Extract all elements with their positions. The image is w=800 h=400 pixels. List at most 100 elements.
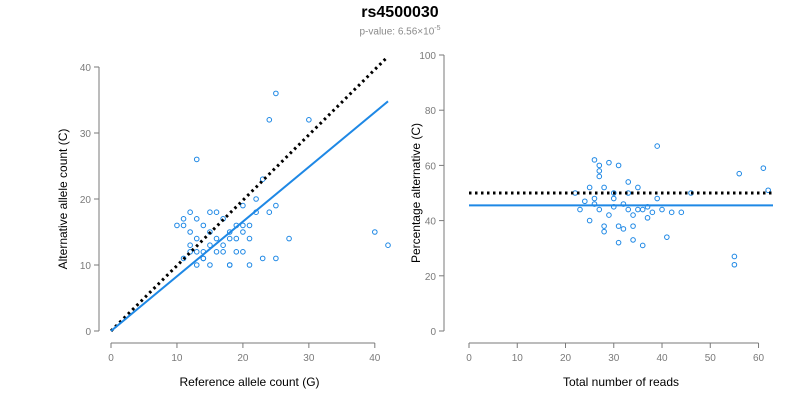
data-point	[736, 170, 743, 177]
data-point	[266, 117, 273, 123]
x-axis-title: Reference allele count (G)	[179, 375, 319, 389]
data-point	[635, 206, 641, 213]
y-axis-title: Alternative allele count (C)	[56, 129, 70, 270]
data-point	[606, 159, 612, 166]
data-point	[601, 223, 607, 229]
data-point	[226, 235, 233, 242]
data-point	[213, 209, 220, 215]
data-point	[596, 173, 603, 180]
data-point	[635, 184, 641, 191]
data-point	[306, 117, 312, 123]
y-tick-label: 10	[80, 261, 92, 272]
data-point	[233, 249, 240, 255]
x-tick-label: 20	[560, 353, 572, 364]
data-point	[606, 212, 612, 218]
data-point	[213, 249, 220, 255]
y-axis-title: Percentage alternative (C)	[409, 123, 423, 263]
data-point	[193, 235, 200, 242]
regression-fit-line	[110, 100, 389, 332]
data-point	[596, 168, 603, 174]
data-point	[586, 184, 593, 191]
x-tick-label: 30	[608, 353, 620, 364]
data-point	[200, 255, 207, 262]
data-point	[668, 209, 675, 216]
x-tick-label: 50	[705, 353, 717, 364]
x-tick-label: 30	[303, 353, 315, 364]
data-point	[615, 239, 622, 246]
data-point	[572, 190, 578, 196]
data-point	[240, 229, 246, 235]
x-tick-label: 0	[466, 353, 472, 364]
x-tick-label: 0	[108, 353, 114, 364]
data-point	[240, 222, 246, 229]
data-point	[220, 242, 226, 248]
data-point	[601, 228, 607, 235]
y-tick-label: 80	[425, 106, 437, 117]
data-point	[273, 202, 279, 209]
y-tick-label: 0	[430, 327, 436, 338]
y-tick-label: 20	[80, 195, 92, 206]
p-value-text: p-value: 6.56×10	[359, 26, 435, 38]
data-point	[630, 237, 636, 243]
data-point	[273, 255, 279, 262]
data-point	[240, 249, 246, 255]
data-point	[582, 198, 588, 205]
data-point	[678, 209, 685, 216]
data-point	[760, 165, 767, 171]
y-tick-label: 40	[80, 63, 92, 74]
data-point	[654, 143, 660, 149]
y-tick-label: 100	[419, 51, 436, 62]
data-point	[187, 209, 193, 215]
data-point	[639, 242, 646, 249]
data-point	[207, 262, 213, 268]
data-point	[385, 242, 391, 248]
data-point	[630, 223, 636, 229]
data-point	[731, 261, 738, 268]
y-tick-label: 40	[425, 217, 437, 228]
x-tick-label: 20	[237, 353, 249, 364]
data-point	[615, 162, 622, 169]
data-point	[259, 255, 266, 262]
expected-ratio-line	[109, 55, 390, 333]
data-point	[207, 242, 213, 248]
data-point	[586, 217, 593, 224]
data-point	[213, 235, 220, 242]
data-point	[372, 229, 378, 235]
data-point	[273, 90, 279, 97]
data-point	[596, 206, 603, 213]
chart-title: rs4500030	[361, 4, 439, 21]
data-point	[620, 226, 627, 232]
data-point	[233, 235, 240, 242]
data-point	[610, 190, 617, 196]
data-point	[286, 235, 292, 242]
data-point	[220, 249, 226, 255]
data-point	[226, 262, 233, 268]
data-point	[266, 209, 273, 215]
data-point	[174, 222, 180, 229]
data-point	[765, 187, 771, 194]
data-point	[664, 234, 670, 240]
data-point	[193, 216, 200, 222]
x-tick-label: 10	[171, 353, 183, 364]
data-point	[246, 262, 253, 268]
data-point	[731, 253, 738, 260]
data-point	[639, 206, 646, 213]
data-point	[630, 212, 636, 218]
y-tick-label: 20	[425, 272, 437, 283]
data-point	[649, 209, 656, 216]
data-point	[200, 222, 207, 229]
data-point	[226, 229, 233, 235]
data-point	[187, 242, 193, 248]
p-value-exponent: -5	[434, 25, 441, 32]
data-point	[601, 184, 607, 191]
data-point	[180, 222, 187, 229]
x-axis-title: Total number of reads	[563, 375, 679, 389]
data-point	[654, 195, 660, 202]
y-tick-label: 60	[425, 161, 437, 172]
data-point	[207, 209, 213, 215]
data-point	[240, 202, 246, 209]
data-point	[615, 223, 622, 229]
data-point	[193, 156, 200, 163]
x-tick-label: 40	[656, 353, 668, 364]
